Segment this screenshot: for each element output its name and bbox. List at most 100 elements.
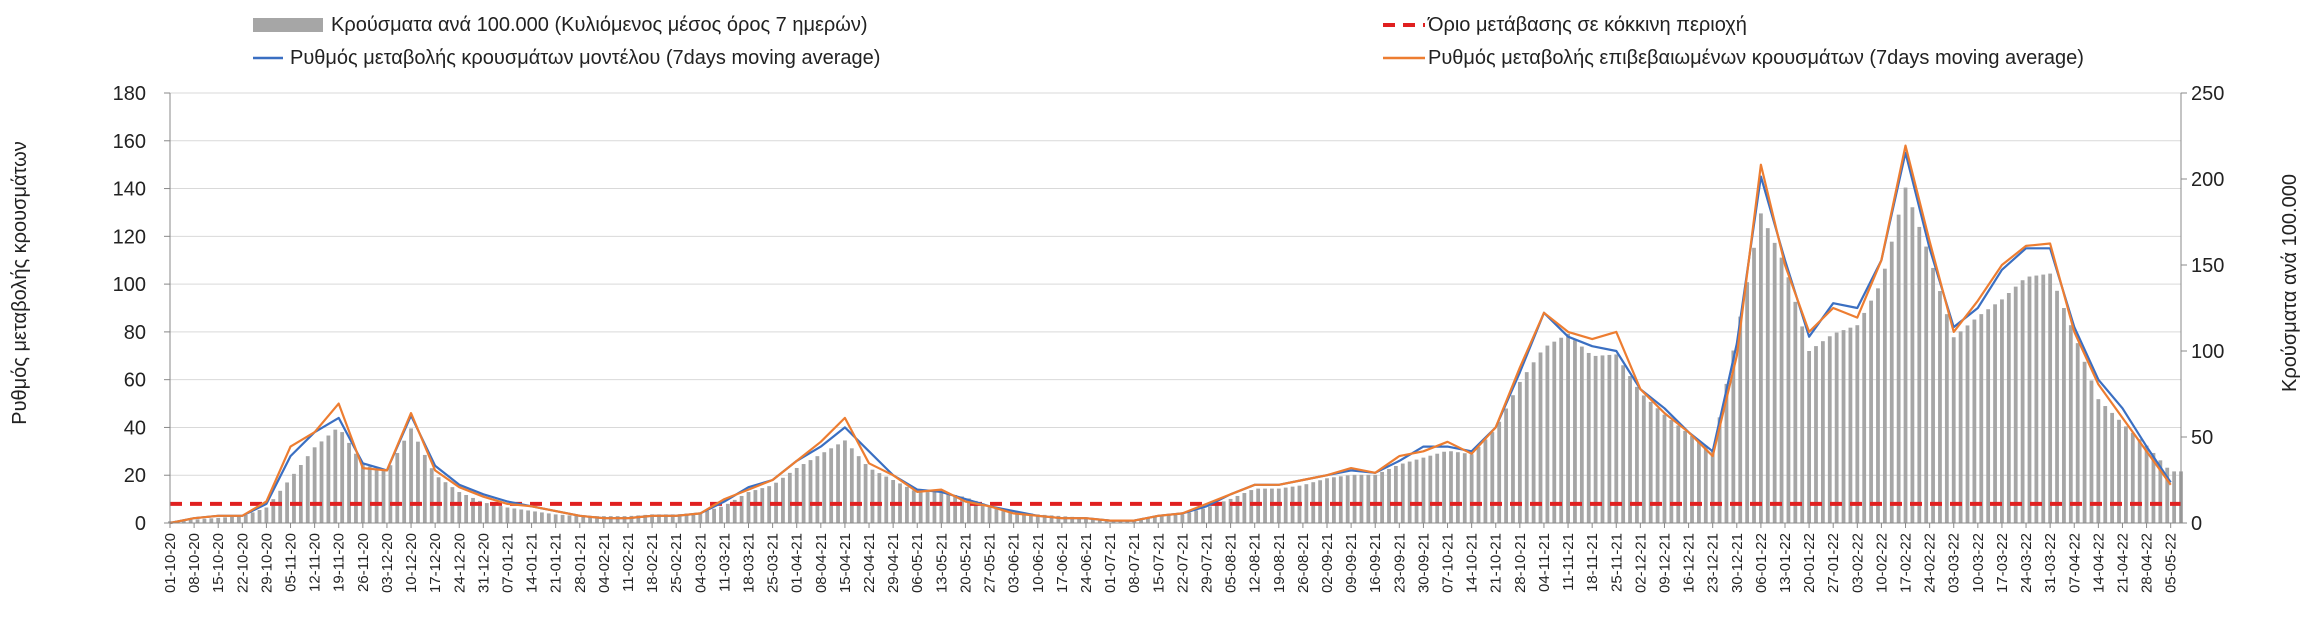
- cases-bar: [1827, 336, 1832, 523]
- x-tick-label: 03-03-22: [1946, 533, 1963, 593]
- x-tick-label: 17-12-20: [427, 533, 444, 593]
- cases-bars: [168, 187, 2183, 524]
- x-tick-label: 26-11-20: [355, 533, 372, 592]
- x-tick-label: 05-05-22: [2163, 533, 2180, 593]
- cases-bar: [388, 465, 393, 523]
- cases-bar: [292, 473, 296, 523]
- cases-bar: [719, 506, 723, 523]
- cases-bar: [994, 507, 999, 523]
- cases-bar: [1545, 345, 1550, 523]
- cases-bar: [285, 482, 289, 523]
- cases-bar: [836, 444, 840, 523]
- y-left-tick-label: 40: [124, 417, 146, 439]
- cases-bar: [2165, 467, 2170, 523]
- cases-bar: [1084, 517, 1088, 523]
- x-tick-label: 08-10-20: [186, 533, 203, 593]
- cases-bar: [1214, 503, 1219, 523]
- x-tick-label: 21-01-21: [548, 533, 565, 593]
- legend-item-confirmed-line: Ρυθμός μεταβολής επιβεβαιωμένων κρουσμάτ…: [1383, 47, 2084, 69]
- x-tick-label: 25-03-21: [765, 533, 782, 593]
- cases-bar: [698, 512, 703, 523]
- cases-bar: [2172, 471, 2177, 523]
- cases-bar: [1015, 511, 1019, 523]
- cases-bar: [1159, 515, 1164, 523]
- x-tick-label: 18-02-21: [644, 533, 661, 593]
- x-tick-label: 07-10-21: [1440, 533, 1457, 593]
- x-tick-label: 21-10-21: [1488, 533, 1505, 593]
- cases-bar: [1511, 395, 1515, 523]
- cases-bar: [815, 456, 820, 523]
- cases-bar: [1876, 288, 1880, 523]
- cases-bar: [1187, 512, 1192, 523]
- cases-bar: [1166, 515, 1171, 523]
- cases-bar: [1345, 475, 1350, 523]
- cases-bar: [278, 490, 283, 523]
- cases-bar: [478, 500, 482, 523]
- cases-bar: [2034, 275, 2039, 523]
- cases-bar: [1063, 516, 1068, 523]
- cases-bar: [1772, 242, 1777, 523]
- cases-bar: [677, 514, 682, 523]
- y-left-tick-label: 0: [135, 513, 146, 535]
- cases-bar: [1028, 513, 1033, 523]
- x-tick-label: 17-03-22: [1994, 533, 2011, 593]
- cases-bar: [491, 504, 496, 523]
- x-tick-label: 09-12-21: [1657, 533, 1674, 593]
- cases-bar: [230, 516, 234, 523]
- cases-bar: [1779, 257, 1784, 523]
- cases-bar: [712, 508, 716, 523]
- cases-bar: [264, 507, 269, 523]
- cases-bar: [1421, 457, 1426, 523]
- cases-bar: [202, 518, 207, 523]
- y-left-tick-label: 160: [113, 131, 146, 153]
- x-tick-label: 03-12-20: [379, 533, 396, 593]
- cases-bar: [2027, 276, 2032, 523]
- cases-bar: [1435, 453, 1440, 523]
- cases-bar: [354, 453, 358, 523]
- cases-bar: [1731, 350, 1736, 523]
- cases-bar: [1504, 408, 1508, 523]
- cases-bar: [608, 516, 613, 523]
- cases-bar: [966, 498, 971, 523]
- x-tick-label: 24-03-22: [2018, 533, 2035, 593]
- cases-bar: [932, 492, 937, 523]
- x-tick-label: 16-09-21: [1367, 533, 1384, 593]
- cases-bar: [1986, 309, 1991, 523]
- y-right-ticks: 0 50 100 150 200 250: [2181, 83, 2224, 535]
- cases-bar: [2117, 419, 2121, 523]
- gridlines: [170, 92, 2181, 524]
- y-right-tick-label: 0: [2191, 513, 2202, 535]
- legend: Κρούσματα ανά 100.000 (Κυλιόμενος μέσος …: [253, 14, 2084, 69]
- cases-bar: [1056, 515, 1061, 523]
- x-tick-label: 13-01-22: [1777, 533, 1794, 593]
- cases-bar: [808, 460, 813, 523]
- cases-bar: [1710, 450, 1715, 523]
- x-tick-label: 14-01-21: [524, 533, 541, 593]
- cases-bar: [595, 516, 599, 523]
- cases-bar: [1573, 340, 1577, 523]
- x-tick-label: 29-07-21: [1199, 533, 1216, 593]
- cases-bar: [1221, 501, 1226, 523]
- x-tick-label: 07-01-21: [500, 533, 517, 593]
- cases-bar: [1621, 365, 1626, 523]
- cases-bar: [601, 516, 606, 523]
- x-tick-label: 28-10-21: [1512, 533, 1529, 593]
- cases-bar: [663, 514, 668, 523]
- cases-bar: [1359, 474, 1364, 523]
- cases-bar: [980, 503, 985, 523]
- cases-bar: [546, 513, 551, 523]
- cases-bar: [1786, 277, 1791, 523]
- x-tick-label: 02-12-21: [1632, 533, 1649, 593]
- cases-bar: [1793, 301, 1798, 523]
- cases-bar: [1132, 521, 1137, 523]
- cases-bar: [1607, 354, 1612, 523]
- cases-bar: [429, 468, 434, 523]
- x-tick-label: 24-12-20: [451, 533, 468, 593]
- cases-bar: [1662, 414, 1667, 523]
- cases-bar: [953, 494, 958, 523]
- cases-bar: [987, 505, 992, 523]
- cases-bar: [464, 494, 469, 523]
- cases-bar: [891, 480, 896, 523]
- cases-bar: [1683, 430, 1688, 523]
